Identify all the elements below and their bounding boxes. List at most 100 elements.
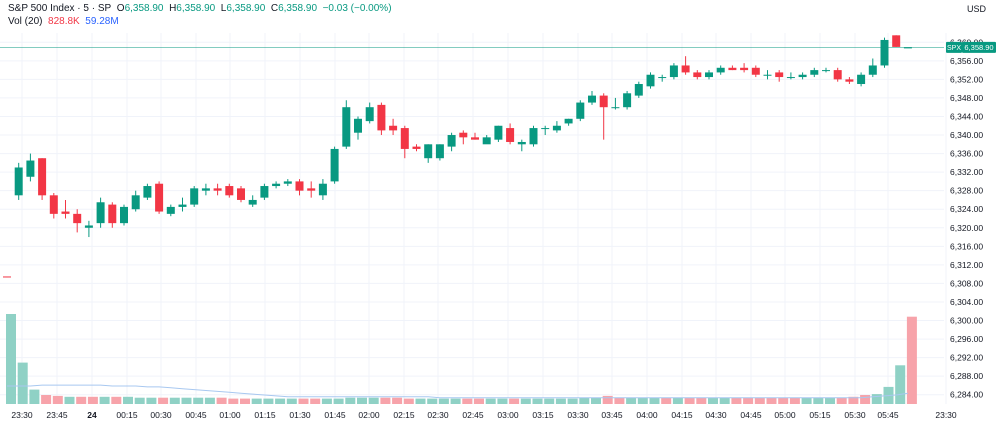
volume-bar: [708, 397, 718, 404]
y-tick-label: 6,352.00: [950, 74, 983, 84]
candle-body: [564, 118, 573, 124]
candle-body: [646, 74, 655, 87]
candle-body: [541, 128, 550, 130]
x-tick-label: 00:15: [116, 410, 138, 420]
volume-bar: [134, 397, 145, 404]
candle-body: [658, 77, 667, 79]
volume-bar: [497, 398, 508, 404]
volume-bar: [509, 398, 520, 404]
volume-bar: [778, 397, 789, 404]
volume-bar: [17, 362, 28, 404]
candle-body: [260, 186, 269, 198]
x-tick-label: 00:45: [185, 410, 207, 420]
volume-bar: [789, 397, 800, 404]
grid-layer: [0, 33, 947, 404]
y-tick-label: 6,320.00: [950, 223, 983, 233]
candle-body: [190, 188, 199, 205]
candle-body: [61, 211, 70, 214]
price-tag-value: 6,358.90: [964, 43, 993, 52]
volume-bar: [380, 397, 391, 404]
candle-body: [225, 186, 234, 196]
volume-bar: [555, 398, 566, 404]
legend-symbol[interactable]: S&P 500 Index · 5 · SP: [8, 3, 112, 14]
volume-bar: [532, 398, 543, 404]
volume-bar: [6, 314, 16, 404]
volume-bar: [263, 398, 274, 404]
volume-bar: [684, 397, 695, 404]
candle-body: [822, 70, 830, 72]
y-tick-label: 6,336.00: [950, 149, 983, 159]
volume-bar: [193, 397, 204, 404]
volume-bar: [158, 397, 169, 404]
candle-body: [412, 146, 421, 149]
x-tick-label: 01:30: [289, 410, 311, 420]
y-tick-label: 6,312.00: [950, 260, 983, 270]
x-tick-label: 02:45: [462, 410, 484, 420]
legend-vol-label[interactable]: Vol (20): [8, 16, 43, 27]
volume-bar: [216, 397, 227, 404]
candle-body: [26, 160, 35, 177]
candle-body: [623, 93, 632, 108]
x-tick-label: 05:30: [844, 410, 866, 420]
candle-body: [435, 144, 444, 159]
x-tick-label: 02:15: [393, 410, 415, 420]
candle-body: [424, 144, 433, 159]
volume-bar: [333, 398, 344, 404]
candle-body: [120, 206, 128, 224]
candle-body: [471, 137, 479, 140]
y-tick-label: 6,316.00: [950, 241, 983, 251]
legend-l-value: 6,358.90: [226, 3, 266, 14]
volume-bar: [825, 397, 835, 404]
legend-l-label: L: [220, 3, 227, 14]
y-tick-label: 6,304.00: [950, 297, 983, 307]
y-tick-label: 6,300.00: [950, 316, 983, 326]
volume-bar: [87, 396, 98, 404]
y-tick-label: 6,328.00: [950, 186, 983, 196]
volume-bar: [848, 396, 859, 404]
candle-body: [73, 213, 82, 224]
candle-body: [611, 107, 620, 109]
volume-ma-line: [7, 384, 908, 399]
candle-body: [588, 95, 596, 103]
volume-bar: [520, 398, 531, 404]
candle-body: [459, 132, 468, 138]
volume-bar: [415, 398, 426, 404]
candle-body: [576, 102, 585, 119]
candle-body: [903, 47, 912, 49]
volume-bar: [462, 398, 473, 404]
currency-label[interactable]: USD: [967, 4, 987, 14]
price-tag-symbol-bg: [946, 41, 962, 53]
x-tick-label: 03:45: [601, 410, 623, 420]
volume-bar: [368, 397, 379, 404]
volume-bar: [228, 398, 239, 404]
x-tick-label: 05:00: [774, 410, 796, 420]
price-tag-symbol: SPX: [947, 45, 961, 52]
volume-bar: [438, 398, 449, 404]
y-axis[interactable]: 6,360.006,356.006,352.006,348.006,344.00…: [950, 37, 983, 399]
volume-bar: [181, 397, 192, 404]
volume-bar: [251, 398, 262, 404]
candle-body: [775, 72, 784, 78]
legend-h-label: H: [169, 3, 177, 14]
candle-body: [494, 125, 503, 140]
candle-body: [49, 195, 58, 214]
candle-body: [716, 67, 725, 73]
volume-bar: [813, 397, 824, 404]
candle-body: [705, 72, 713, 78]
candle-body: [763, 74, 772, 76]
candle-layer: [3, 35, 912, 278]
candle-body: [810, 70, 819, 75]
y-tick-label: 6,292.00: [950, 353, 983, 363]
legend-vol-value: 828.8K: [48, 16, 80, 27]
x-axis[interactable]: 23:30 23:45 24 00:15 00:30 00:45 01:00 01:15 01:…: [11, 410, 957, 420]
y-tick-label: 6,288.00: [950, 371, 983, 381]
volume-bar: [111, 396, 122, 404]
volume-bar: [567, 398, 578, 404]
candle-body: [295, 181, 304, 191]
y-tick-label: 6,332.00: [950, 167, 983, 177]
volume-bar: [743, 397, 754, 404]
last-price-tag: SPX 6,358.90: [946, 41, 996, 53]
candle-body: [857, 74, 866, 85]
volume-bar: [485, 398, 496, 404]
